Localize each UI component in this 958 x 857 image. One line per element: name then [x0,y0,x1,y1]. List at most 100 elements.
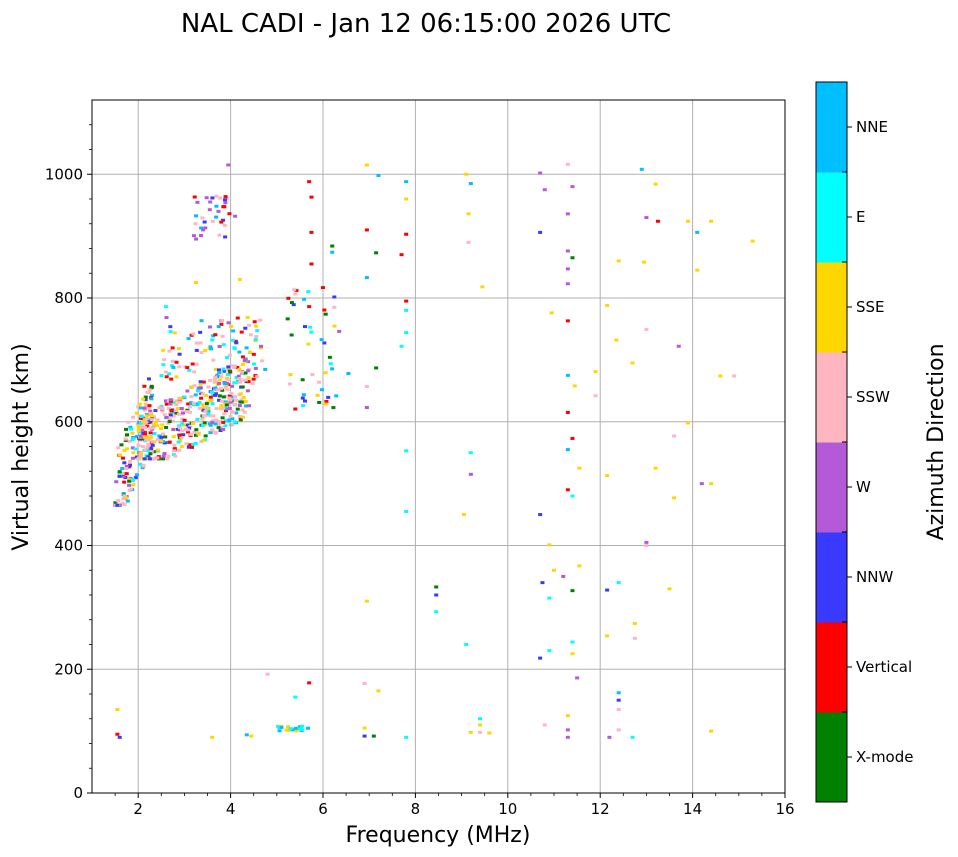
echo-point [181,423,186,427]
echo-point [199,233,204,237]
echo-point [616,581,621,585]
echo-point [240,385,245,389]
echo-point [399,344,404,348]
echo-point [326,395,331,399]
echo-point [137,402,142,406]
echo-point [180,417,185,421]
echo-point [240,362,245,366]
echo-point [565,488,570,492]
echo-point [131,451,136,455]
echo-point [174,403,179,407]
echo-point [538,171,543,175]
x-tick-label: 2 [133,800,143,818]
echo-point [293,726,298,730]
echo-point [117,735,122,739]
echo-point [159,439,164,443]
echo-point [193,222,198,226]
echo-point [237,350,242,354]
echo-point [128,459,133,463]
echo-point [200,417,205,421]
echo-point [184,427,189,431]
echo-point [218,429,223,433]
echo-point [300,724,305,728]
echo-point [478,730,483,734]
echo-point [139,415,144,419]
echo-point [404,735,409,739]
echo-point [196,432,201,436]
echo-point [176,440,181,444]
echo-point [203,409,208,413]
echo-point [593,370,598,374]
echo-point [286,725,291,729]
echo-point [149,450,154,454]
echo-point [286,296,291,300]
echo-point [187,426,192,430]
echo-point [227,403,232,407]
echo-point [153,409,158,413]
echo-point [227,212,232,216]
echo-point [223,201,228,205]
echo-point [192,384,197,388]
echo-point [118,453,123,457]
echo-point [246,404,251,408]
echo-point [127,479,132,483]
echo-point [323,371,328,375]
echo-point [213,392,218,396]
echo-point [194,402,199,406]
echo-point [217,420,222,424]
echo-point [565,212,570,216]
echo-point [653,182,658,186]
echo-point [226,321,231,325]
echo-point [210,196,215,200]
echo-point [307,305,312,309]
echo-point [235,407,240,411]
echo-point [143,402,148,406]
echo-point [204,196,209,200]
echo-point [194,237,199,241]
echo-point [125,433,130,437]
echo-point [144,414,149,418]
echo-point [206,412,211,416]
echo-point [167,440,172,444]
echo-point [128,487,133,491]
echo-point [240,370,245,374]
echo-point [126,420,131,424]
echo-point [117,474,122,478]
echo-point [145,424,150,428]
echo-point [171,435,176,439]
echo-point [128,463,133,467]
echo-point [139,417,144,421]
echo-point [168,325,173,329]
colorbar-swatch-ssw [816,352,847,443]
echo-point [175,407,180,411]
echo-point [161,457,166,461]
echo-point [220,416,225,420]
echo-point [172,449,177,453]
echo-point [565,410,570,414]
echo-point [201,405,206,409]
echo-point [243,378,248,382]
echo-point [209,347,214,351]
plot-background [92,100,785,793]
echo-point [192,195,197,199]
echo-point [210,402,215,406]
echo-point [217,370,222,374]
echo-point [190,443,195,447]
echo-point [685,421,690,425]
echo-point [174,399,179,403]
echo-point [142,408,147,412]
echo-point [480,285,485,289]
echo-point [176,347,181,351]
echo-point [145,438,150,442]
echo-point [233,395,238,399]
echo-point [630,735,635,739]
echo-point [159,374,164,378]
echo-point [538,230,543,234]
echo-point [130,456,135,460]
echo-point [292,288,297,292]
echo-point [565,249,570,253]
echo-point [577,564,582,568]
echo-point [216,368,221,372]
echo-point [179,445,184,449]
echo-point [177,400,182,404]
